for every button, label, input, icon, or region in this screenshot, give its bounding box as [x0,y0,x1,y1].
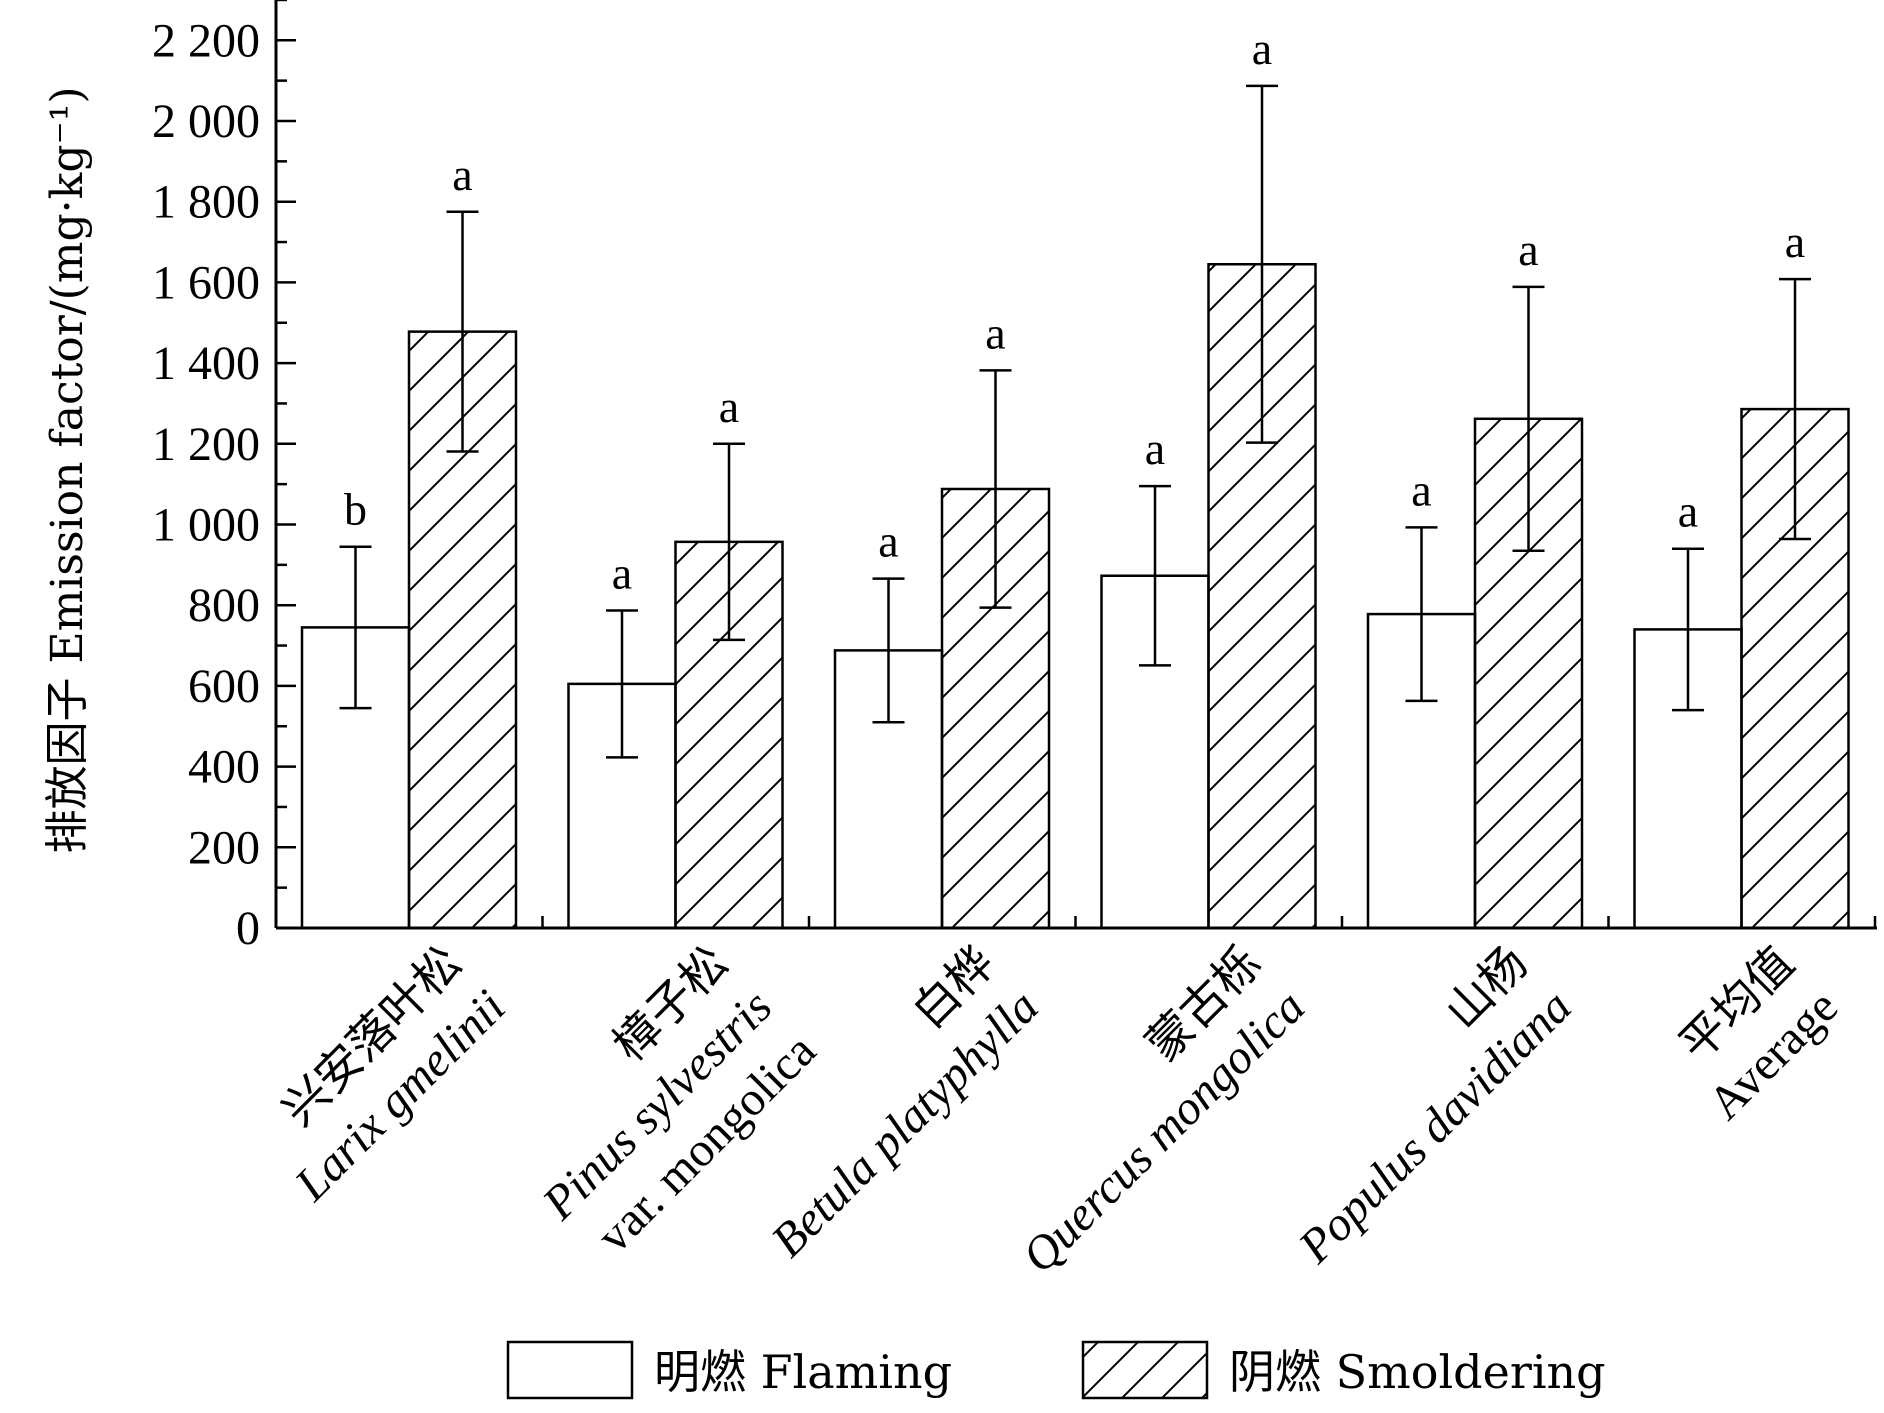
y-tick-label: 1 800 [152,176,260,229]
significance-label: b [344,484,367,535]
significance-label: a [878,516,898,567]
significance-label: a [1252,23,1272,74]
significance-label: a [1411,464,1431,515]
legend-swatch-smoldering [1081,1340,1209,1400]
significance-label: a [1678,486,1698,537]
y-tick-label: 1 400 [152,337,260,390]
significance-label: a [452,149,472,200]
y-tick-label: 600 [188,660,260,713]
y-tick-label: 1 000 [152,499,260,552]
significance-label: a [612,547,632,598]
y-tick-label: 1 200 [152,418,260,471]
y-tick-label: 0 [236,902,260,955]
category-label: Betula platyphylla [761,980,1048,1267]
y-axis-label: 排放因子 Emission factor/(mg·kg⁻¹) [42,86,93,853]
y-tick-label: 200 [188,821,260,874]
significance-label: a [1518,224,1538,275]
significance-label: a [1145,423,1165,474]
y-tick-label: 800 [188,579,260,632]
y-tick-label: 400 [188,741,260,794]
significance-label: a [985,307,1005,358]
bars-layer [300,84,1850,930]
significance-label: a [719,381,739,432]
legend-swatch-flaming [506,1340,634,1400]
axes-layer: 0 200 400 600 800 1 000 1 200 1 400 1 600 1 800 2 … [42,0,1877,955]
y-tick-label: 2 200 [152,14,260,67]
y-tick-label: 1 600 [152,256,260,309]
significance-label: a [1785,216,1805,267]
category-label: Populus davidiana [1288,980,1582,1274]
y-tick-label: 2 000 [152,95,260,148]
legend-label-flaming: 明燃 Flaming [654,1345,952,1399]
legend-label-smoldering: 阴燃 Smoldering [1229,1345,1606,1399]
legend: 明燃 Flaming 阴燃 Smoldering [506,1340,1606,1400]
